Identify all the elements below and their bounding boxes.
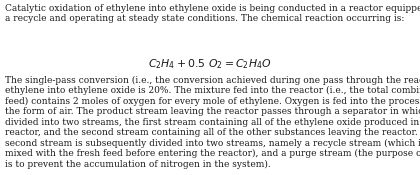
Text: The single-pass conversion (i.e., the conversion achieved during one pass throug: The single-pass conversion (i.e., the co… xyxy=(5,76,420,169)
Text: Catalytic oxidation of ethylene into ethylene oxide is being conducted in a reac: Catalytic oxidation of ethylene into eth… xyxy=(5,4,420,23)
Text: $C_2H_4 + 0.5\ O_2 = C_2H_4O$: $C_2H_4 + 0.5\ O_2 = C_2H_4O$ xyxy=(148,57,272,71)
